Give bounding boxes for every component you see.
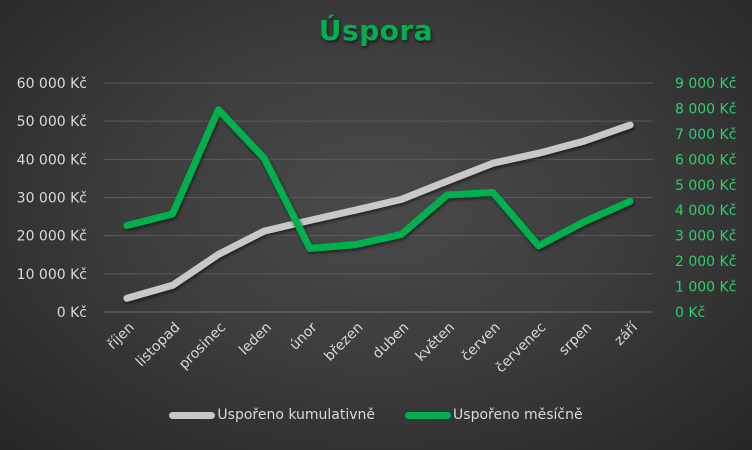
legend-item-monthly: Uspořeno měsíčně (405, 407, 583, 423)
x-axis-tick: říjen (104, 320, 137, 353)
x-axis-tick: červen (459, 320, 504, 365)
x-axis-tick: duben (370, 320, 413, 363)
legend-swatch-gray-line-icon (169, 411, 216, 419)
left-axis-tick: 60 000 Kč (17, 76, 87, 92)
series-line-cumulative (123, 121, 634, 302)
left-axis-tick: 40 000 Kč (17, 152, 87, 168)
right-axis-tick: 8 000 Kč (675, 101, 736, 117)
right-axis-tick: 6 000 Kč (675, 152, 736, 168)
right-axis-tick: 2 000 Kč (675, 254, 736, 270)
right-axis-tick: 4 000 Kč (675, 203, 736, 219)
legend-swatch-green-line-icon (405, 411, 452, 419)
x-axis-tick: prosinec (176, 320, 229, 373)
left-axis-tick: 0 Kč (57, 305, 87, 321)
left-axis-tick: 10 000 Kč (17, 267, 87, 283)
right-axis-tick: 9 000 Kč (675, 76, 736, 92)
x-axis-tick: únor (287, 319, 321, 353)
series-line-monthly (123, 106, 634, 252)
x-axis-tick: květen (413, 320, 458, 365)
left-axis-tick: 30 000 Kč (17, 191, 87, 207)
right-axis-tick: 1 000 Kč (675, 280, 736, 296)
legend-item-cumulative: Uspořeno kumulativně (169, 407, 375, 423)
x-axis-tick: březen (321, 320, 366, 365)
legend-label-cumulative: Uspořeno kumulativně (217, 407, 376, 423)
legend-label-monthly: Uspořeno měsíčně (453, 407, 583, 423)
right-axis-tick: 5 000 Kč (675, 178, 736, 194)
left-axis-tick: 50 000 Kč (17, 114, 87, 130)
x-axis-tick: srpen (556, 320, 595, 359)
left-axis-tick: 20 000 Kč (17, 229, 87, 245)
legend: Uspořeno kumulativně Uspořeno měsíčně (0, 407, 752, 423)
x-axis-tick: leden (236, 320, 275, 359)
x-axis-tick: červenec (493, 320, 550, 377)
right-axis-tick: 0 Kč (675, 305, 705, 321)
right-axis-tick: 7 000 Kč (675, 127, 736, 143)
right-axis-tick: 3 000 Kč (675, 229, 736, 245)
x-axis-tick: září (612, 319, 642, 349)
chart-title: Úspora (318, 14, 434, 47)
